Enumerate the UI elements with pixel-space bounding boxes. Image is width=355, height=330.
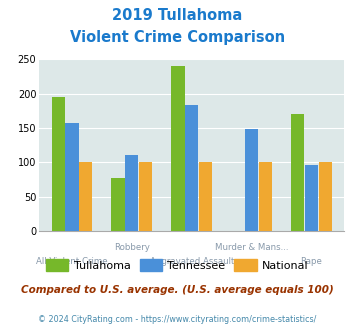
Text: Compared to U.S. average. (U.S. average equals 100): Compared to U.S. average. (U.S. average … [21, 285, 334, 295]
Bar [51, 97, 65, 231]
Text: 2019 Tullahoma: 2019 Tullahoma [113, 8, 242, 23]
Bar [291, 114, 304, 231]
Bar [125, 155, 138, 231]
Bar [318, 162, 332, 231]
Text: Aggravated Assault: Aggravated Assault [149, 257, 234, 266]
Bar [199, 162, 212, 231]
Text: All Violent Crime: All Violent Crime [36, 257, 108, 266]
Bar [139, 162, 152, 231]
Bar [65, 122, 78, 231]
Bar [79, 162, 92, 231]
Text: Robbery: Robbery [114, 243, 150, 252]
Bar [185, 105, 198, 231]
Text: Violent Crime Comparison: Violent Crime Comparison [70, 30, 285, 45]
Bar [111, 178, 125, 231]
Bar [259, 162, 272, 231]
Text: © 2024 CityRating.com - https://www.cityrating.com/crime-statistics/: © 2024 CityRating.com - https://www.city… [38, 315, 317, 324]
Bar [171, 66, 185, 231]
Bar [245, 129, 258, 231]
Text: Rape: Rape [300, 257, 322, 266]
Text: Murder & Mans...: Murder & Mans... [215, 243, 288, 252]
Legend: Tullahoma, Tennessee, National: Tullahoma, Tennessee, National [42, 255, 313, 275]
Bar [305, 165, 318, 231]
